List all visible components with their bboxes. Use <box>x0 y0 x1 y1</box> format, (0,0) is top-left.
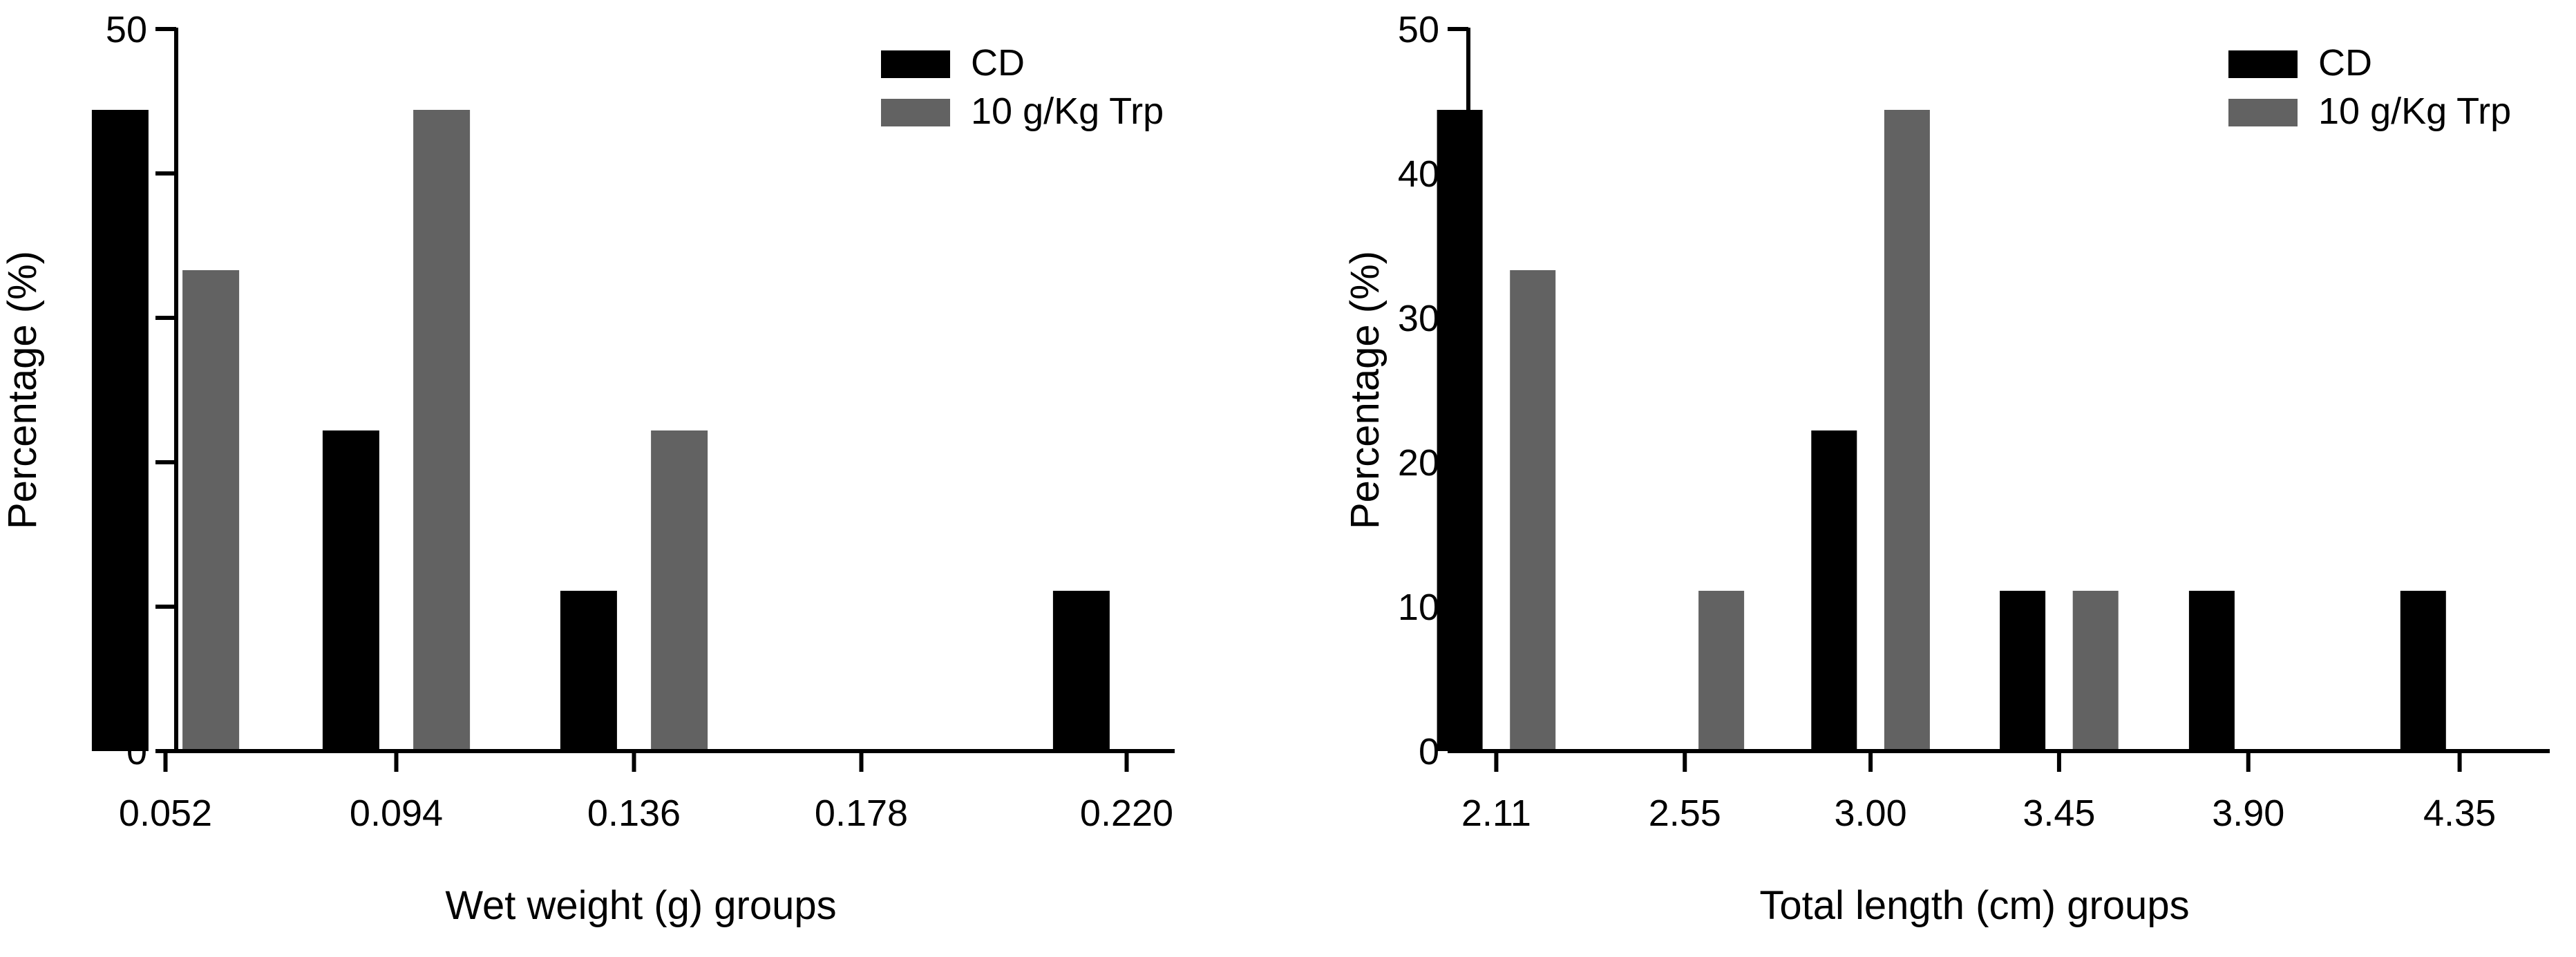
y-tick-label: 50 <box>106 9 147 50</box>
x-tick-label: 0.094 <box>350 793 443 834</box>
bar-cd-2 <box>560 591 617 751</box>
legend-label-trp: 10 g/Kg Trp <box>2318 91 2511 132</box>
chart-wet-weight: 0 10 20 30 40 50 0.052 0.094 0.136 0.178 0.220 Wet … <box>0 9 1175 928</box>
x-axis-title: Wet weight (g) groups <box>445 883 836 928</box>
bar-cd-0 <box>91 110 149 751</box>
bar-trp-2 <box>651 430 708 751</box>
x-tick-label: 0.052 <box>119 793 212 834</box>
x-tick-label: 3.45 <box>2023 793 2095 834</box>
legend-label-cd: CD <box>971 42 1025 84</box>
x-tick-label: 2.11 <box>1461 793 1531 834</box>
y-axis-title: Percentage (%) <box>1343 251 1388 529</box>
legend-swatch-trp <box>2228 99 2298 126</box>
x-tick-label: 2.55 <box>1649 793 1721 834</box>
y-tick-label: 20 <box>1398 442 1439 484</box>
bar-cd-2 <box>1811 430 1857 751</box>
x-axis-title: Total length (cm) groups <box>1759 883 2189 928</box>
x-tick-label: 0.220 <box>1080 793 1173 834</box>
y-tick-label: 40 <box>1398 153 1439 195</box>
y-tick-label: 30 <box>1398 298 1439 339</box>
x-tick-label: 3.00 <box>1835 793 1907 834</box>
x-tick-label: 0.178 <box>815 793 908 834</box>
bar-cd-1 <box>322 430 379 751</box>
bar-cd-4 <box>2188 591 2235 751</box>
bar-trp-2 <box>1884 110 1930 751</box>
y-tick-label: 0 <box>126 731 147 773</box>
y-tick-label: 30 <box>106 298 147 339</box>
legend-swatch-cd <box>2228 50 2298 78</box>
bar-cd-3 <box>2000 591 2046 751</box>
bar-trp-0 <box>1510 270 1556 751</box>
legend-label-trp: 10 g/Kg Trp <box>971 91 1164 132</box>
y-tick-label: 10 <box>1398 587 1439 628</box>
legend-label-cd: CD <box>2318 42 2372 84</box>
y-tick-label: 50 <box>1398 9 1439 50</box>
bar-trp-1 <box>1698 591 1745 751</box>
y-tick-label: 0 <box>1419 731 1439 773</box>
bar-trp-3 <box>2072 591 2119 751</box>
y-tick-label: 10 <box>106 587 147 628</box>
bar-cd-4 <box>1052 591 1110 751</box>
y-tick-label: 20 <box>106 442 147 484</box>
legend-swatch-cd <box>881 50 950 78</box>
y-axis-title: Percentage (%) <box>0 251 45 529</box>
bar-trp-0 <box>182 270 240 751</box>
chart-total-length: 0 10 20 30 40 50 2.11 2.55 3.00 3.45 3.90 4.35 Total… <box>1343 9 2550 928</box>
x-tick-label: 4.35 <box>2423 793 2496 834</box>
legend-swatch-trp <box>881 99 950 126</box>
bar-cd-0 <box>1437 110 1483 751</box>
bar-cd-5 <box>2400 591 2446 751</box>
x-tick-label: 3.90 <box>2212 793 2284 834</box>
bar-trp-1 <box>413 110 471 751</box>
y-tick-label: 40 <box>106 153 147 195</box>
x-tick-label: 0.136 <box>587 793 681 834</box>
